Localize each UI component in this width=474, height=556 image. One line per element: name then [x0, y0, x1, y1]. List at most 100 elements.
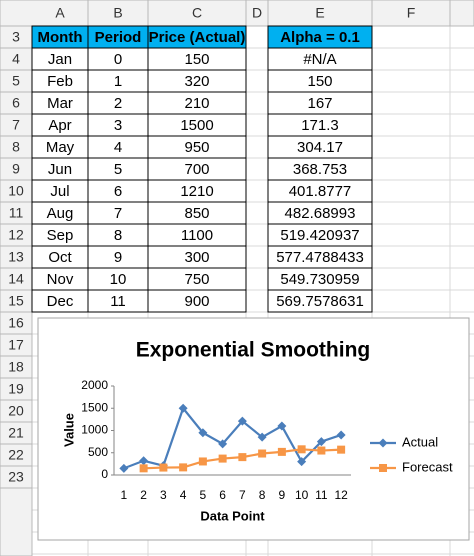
- cell-text: 569.7578631: [276, 293, 364, 310]
- cell-text: 1: [114, 73, 122, 90]
- header-text: Month: [38, 29, 83, 46]
- legend-label: Actual: [402, 434, 438, 449]
- row-header[interactable]: 19: [8, 381, 24, 397]
- cell-text: 700: [184, 161, 209, 178]
- legend-label: Forecast: [402, 459, 453, 474]
- chart-title: Exponential Smoothing: [136, 339, 371, 362]
- column-header[interactable]: E: [315, 5, 324, 21]
- x-tick-label: 5: [200, 488, 207, 502]
- data-point: [297, 457, 307, 467]
- cell-text: 401.8777: [289, 183, 352, 200]
- cell-text: 850: [184, 205, 209, 222]
- cell-text: #N/A: [303, 51, 336, 68]
- row-header[interactable]: 17: [8, 337, 24, 353]
- row-header[interactable]: 6: [12, 95, 20, 111]
- column-header[interactable]: B: [113, 5, 122, 21]
- row-header[interactable]: 5: [12, 73, 20, 89]
- data-point: [337, 445, 346, 454]
- row-header[interactable]: 3: [12, 29, 20, 45]
- cell-text: Dec: [47, 293, 74, 310]
- data-point: [179, 463, 188, 472]
- data-point: [317, 446, 326, 455]
- y-tick-label: 500: [88, 445, 108, 459]
- column-header[interactable]: C: [192, 5, 202, 21]
- cell-text: 750: [184, 271, 209, 288]
- row-header[interactable]: 10: [8, 183, 24, 199]
- row-header[interactable]: 12: [8, 227, 24, 243]
- data-point: [257, 432, 267, 442]
- data-point: [159, 463, 168, 472]
- row-header[interactable]: 20: [8, 403, 24, 419]
- data-point: [218, 454, 227, 463]
- cell-text: 1210: [180, 183, 213, 200]
- cell-text: 1100: [181, 227, 213, 244]
- x-tick-label: 2: [140, 488, 147, 502]
- row-header[interactable]: 14: [8, 271, 24, 287]
- data-point: [277, 447, 286, 456]
- row-header[interactable]: 9: [12, 161, 20, 177]
- legend-marker: [378, 438, 388, 448]
- cell-text: 2: [114, 95, 122, 112]
- row-header[interactable]: 15: [8, 293, 24, 309]
- x-axis-title: Data Point: [200, 508, 265, 523]
- cell-text: 10: [110, 271, 127, 288]
- cell-text: Jan: [48, 51, 72, 68]
- cell-text: 7: [114, 205, 122, 222]
- cell-text: 900: [184, 293, 209, 310]
- cell-text: Mar: [47, 95, 73, 112]
- row-header[interactable]: 22: [8, 447, 24, 463]
- cell-text: 950: [184, 139, 209, 156]
- cell-text: 5: [114, 161, 122, 178]
- y-tick-label: 1500: [81, 400, 108, 414]
- cell-text: 549.730959: [280, 271, 359, 288]
- x-tick-label: 6: [219, 488, 226, 502]
- data-point: [218, 439, 228, 449]
- data-point: [237, 416, 247, 426]
- row-header[interactable]: 18: [8, 359, 24, 375]
- data-point: [277, 421, 287, 431]
- row-header[interactable]: 8: [12, 139, 20, 155]
- row-header[interactable]: 4: [12, 51, 20, 67]
- cell-text: 150: [184, 51, 209, 68]
- cell-text: 368.753: [293, 161, 347, 178]
- data-point: [297, 445, 306, 454]
- header-text: Price (Actual): [149, 29, 246, 46]
- data-point: [139, 456, 149, 466]
- column-header-bar: [0, 0, 474, 27]
- cell-text: 519.420937: [280, 227, 359, 244]
- column-header[interactable]: D: [252, 5, 262, 21]
- column-header[interactable]: A: [55, 5, 65, 21]
- cell-text: 577.4788433: [276, 249, 364, 266]
- cell-text: 210: [184, 95, 209, 112]
- table-cell[interactable]: [147, 289, 247, 313]
- legend-marker: [379, 464, 387, 472]
- cell-text: 167: [307, 95, 332, 112]
- x-tick-label: 11: [315, 488, 328, 502]
- cell-text: 482.68993: [285, 205, 356, 222]
- y-tick-label: 2000: [81, 378, 108, 392]
- row-header[interactable]: 13: [8, 249, 24, 265]
- x-tick-label: 9: [279, 488, 286, 502]
- data-point: [258, 449, 267, 458]
- cell-text: Sep: [47, 227, 74, 244]
- x-tick-label: 7: [239, 488, 246, 502]
- row-header[interactable]: 11: [9, 205, 24, 221]
- cell-text: 3: [114, 117, 122, 134]
- header-text: Alpha = 0.1: [280, 29, 360, 46]
- cell-text: Aug: [47, 205, 74, 222]
- cell-text: Feb: [47, 73, 73, 90]
- data-point: [198, 428, 208, 438]
- x-tick-label: 3: [160, 488, 167, 502]
- x-tick-label: 10: [295, 488, 309, 502]
- data-point: [119, 463, 129, 473]
- column-header[interactable]: F: [407, 5, 416, 21]
- row-header[interactable]: 16: [8, 315, 24, 331]
- data-point: [238, 453, 247, 462]
- row-header[interactable]: 23: [8, 469, 24, 485]
- table-cell[interactable]: [267, 289, 373, 313]
- row-header[interactable]: 21: [8, 425, 24, 441]
- cell-text: 171.3: [301, 117, 339, 134]
- row-header[interactable]: 7: [12, 117, 20, 133]
- cell-text: 320: [184, 73, 209, 90]
